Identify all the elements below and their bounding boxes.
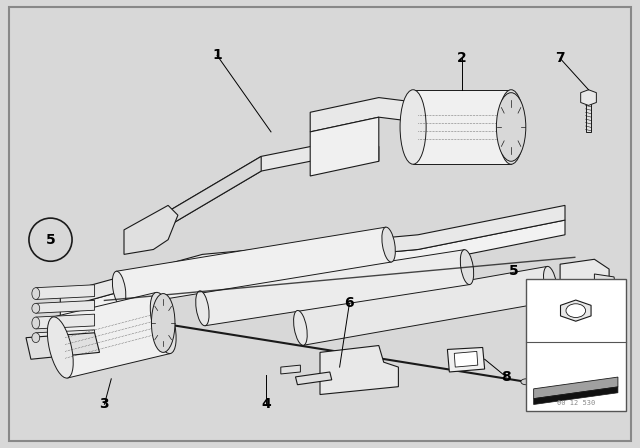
Polygon shape: [116, 227, 392, 306]
Text: 7: 7: [556, 52, 565, 65]
Text: 4: 4: [261, 397, 271, 411]
Text: 6: 6: [344, 297, 354, 310]
Polygon shape: [200, 250, 470, 326]
Polygon shape: [298, 267, 554, 345]
Polygon shape: [310, 117, 379, 176]
Text: 1: 1: [212, 48, 222, 62]
Polygon shape: [281, 365, 300, 374]
Bar: [526, 279, 626, 411]
Text: 8: 8: [501, 370, 511, 384]
Polygon shape: [60, 220, 565, 323]
Polygon shape: [60, 205, 565, 308]
Ellipse shape: [498, 90, 524, 164]
Ellipse shape: [521, 379, 531, 385]
Polygon shape: [36, 330, 95, 343]
Ellipse shape: [294, 310, 307, 345]
Polygon shape: [561, 300, 591, 321]
Polygon shape: [154, 156, 261, 235]
Polygon shape: [26, 333, 99, 359]
Polygon shape: [36, 301, 95, 313]
Polygon shape: [595, 274, 616, 289]
Ellipse shape: [32, 303, 40, 313]
Bar: [586, 103, 591, 132]
Text: 5: 5: [509, 264, 519, 278]
Polygon shape: [53, 293, 170, 378]
Ellipse shape: [32, 317, 40, 329]
Text: 00 12 530: 00 12 530: [557, 400, 595, 406]
Polygon shape: [320, 345, 398, 395]
Ellipse shape: [113, 271, 126, 306]
Ellipse shape: [460, 250, 474, 284]
Ellipse shape: [382, 227, 396, 262]
Polygon shape: [36, 314, 95, 329]
Text: 5: 5: [45, 233, 56, 247]
Polygon shape: [447, 348, 484, 372]
Ellipse shape: [566, 304, 586, 318]
Polygon shape: [36, 285, 95, 299]
Polygon shape: [560, 259, 609, 303]
Polygon shape: [534, 377, 618, 399]
Ellipse shape: [543, 267, 557, 301]
Ellipse shape: [150, 293, 176, 353]
Ellipse shape: [152, 293, 175, 353]
Polygon shape: [296, 372, 332, 385]
Polygon shape: [310, 98, 418, 132]
Ellipse shape: [497, 93, 526, 161]
Ellipse shape: [47, 317, 73, 378]
Polygon shape: [454, 351, 478, 367]
Polygon shape: [124, 205, 178, 254]
Polygon shape: [534, 387, 618, 405]
Polygon shape: [580, 90, 596, 105]
Text: 2: 2: [457, 52, 467, 65]
Polygon shape: [413, 90, 511, 164]
Polygon shape: [154, 137, 379, 235]
Text: 3: 3: [100, 397, 109, 411]
Ellipse shape: [196, 291, 209, 326]
Ellipse shape: [32, 288, 40, 299]
Ellipse shape: [400, 90, 426, 164]
Ellipse shape: [32, 333, 40, 343]
